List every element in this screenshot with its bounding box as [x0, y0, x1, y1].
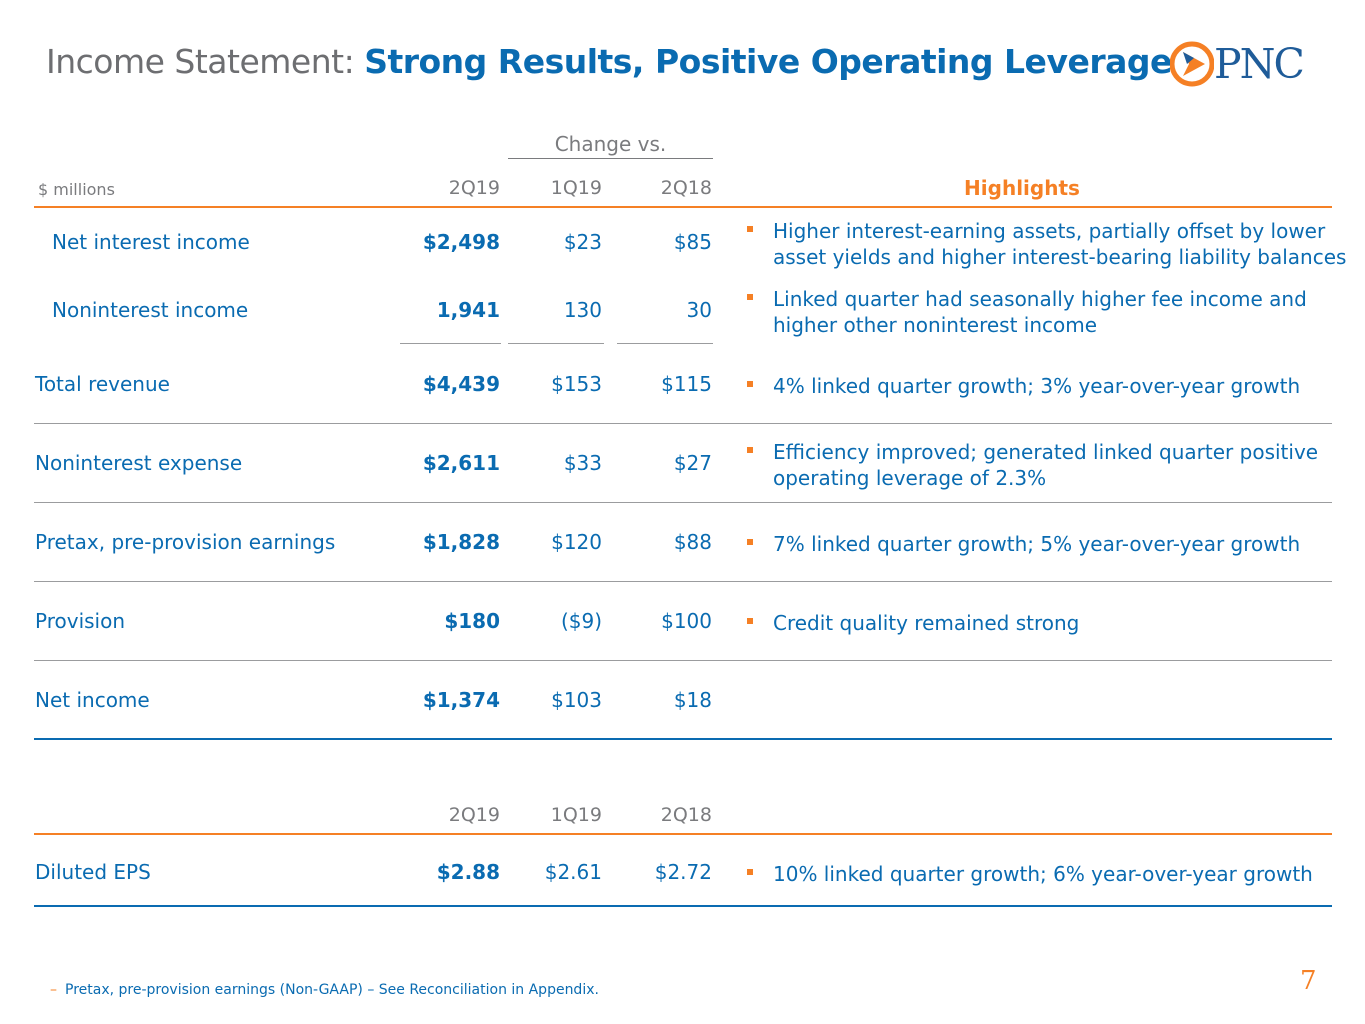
bullet-square-icon	[747, 618, 753, 624]
highlight-line: 4% linked quarter growth; 3% year-over-y…	[773, 374, 1301, 398]
row-label: Noninterest income	[52, 298, 249, 322]
bullet-square-icon	[747, 539, 753, 545]
value-2q18: $85	[673, 230, 712, 254]
bullet-square-icon	[747, 381, 753, 387]
value-2q19: $180	[444, 609, 500, 633]
header-divider	[34, 206, 1332, 208]
row-label: Noninterest expense	[35, 451, 243, 475]
highlight-line: Linked quarter had seasonally higher fee…	[773, 287, 1307, 311]
col-header-2q18: 2Q18	[660, 177, 712, 199]
highlights-header: Highlights	[964, 176, 1080, 200]
table-row: Noninterest income 1,941 130 30	[0, 298, 1365, 338]
page-title: Income Statement: Strong Results, Positi…	[46, 42, 1172, 81]
eps-header-divider	[34, 833, 1332, 835]
col-header-2q19: 2Q19	[448, 177, 500, 199]
table-row: Total revenue $4,439 $153 $115	[0, 372, 1365, 412]
title-prefix: Income Statement:	[46, 42, 365, 81]
pnc-logo: PNC	[1170, 40, 1322, 88]
row-divider	[34, 660, 1332, 661]
table-row: Net income $1,374 $103 $18	[0, 688, 1365, 728]
change-vs-divider	[508, 158, 713, 159]
value-1q19: $120	[551, 530, 602, 554]
row-label: Total revenue	[35, 372, 170, 396]
table-row: Net interest income $2,498 $23 $85	[0, 230, 1365, 270]
value-1q19: $103	[551, 688, 602, 712]
unit-label: $ millions	[38, 180, 115, 199]
value-2q18: $100	[661, 609, 712, 633]
value-2q19: $1,374	[422, 688, 500, 712]
footnote-dash: –	[50, 982, 57, 998]
bullet-square-icon	[747, 226, 753, 232]
footnote: – Pretax, pre-provision earnings (Non-GAA…	[50, 982, 599, 998]
logo-text: PNC	[1214, 40, 1305, 88]
table-row: Provision $180 ($9) $100	[0, 609, 1365, 649]
page-number: 7	[1300, 966, 1317, 996]
eps-col-header-2q19: 2Q19	[448, 804, 500, 826]
value-2q18: $18	[673, 688, 712, 712]
value-2q19: $4,439	[422, 372, 500, 396]
row-label: Pretax, pre-provision earnings	[35, 530, 336, 554]
highlight-line: 7% linked quarter growth; 5% year-over-y…	[773, 532, 1301, 556]
value-2q19: $2,498	[422, 230, 500, 254]
eps-col-header-1q19: 1Q19	[550, 804, 602, 826]
value-2q18: 30	[686, 298, 712, 322]
value-2q19: 1,941	[436, 298, 500, 322]
value-2q19: $2,611	[422, 451, 500, 475]
row-label: Provision	[35, 609, 126, 633]
value-2q18: $88	[673, 530, 712, 554]
highlight-line: higher other noninterest income	[773, 313, 1098, 337]
highlight-line: operating leverage of 2.3%	[773, 466, 1047, 490]
subtotal-divider	[617, 343, 713, 344]
subtotal-divider	[400, 343, 501, 344]
title-main: Strong Results, Positive Operating Lever…	[364, 42, 1172, 81]
table-bottom-divider	[34, 738, 1332, 740]
footnote-text: Pretax, pre-provision earnings (Non-GAAP…	[65, 982, 599, 998]
eps-value-2q18: $2.72	[654, 860, 712, 884]
highlight-line: Efficiency improved; generated linked qu…	[773, 440, 1319, 464]
highlight-line: 10% linked quarter growth; 6% year-over-…	[773, 862, 1313, 886]
bullet-square-icon	[747, 294, 753, 300]
col-header-1q19: 1Q19	[550, 177, 602, 199]
highlight-line: Credit quality remained strong	[773, 611, 1080, 635]
bullet-square-icon	[747, 869, 753, 875]
value-2q19: $1,828	[422, 530, 500, 554]
table-row: Noninterest expense $2,611 $33 $27	[0, 451, 1365, 491]
value-2q18: $115	[661, 372, 712, 396]
row-label: Net interest income	[52, 230, 250, 254]
change-vs-label: Change vs.	[554, 132, 667, 156]
value-2q18: $27	[673, 451, 712, 475]
value-1q19: $153	[551, 372, 602, 396]
row-label: Net income	[35, 688, 150, 712]
row-divider	[34, 581, 1332, 582]
table-row: Pretax, pre-provision earnings $1,828 $1…	[0, 530, 1365, 570]
row-divider	[34, 423, 1332, 424]
eps-bottom-divider	[34, 905, 1332, 907]
highlight-line: Higher interest-earning assets, partiall…	[773, 219, 1326, 243]
eps-value-1q19: $2.61	[544, 860, 602, 884]
highlight-line: asset yields and higher interest-bearing…	[773, 245, 1347, 269]
value-1q19: $23	[563, 230, 602, 254]
subtotal-divider	[508, 343, 604, 344]
row-divider	[34, 502, 1332, 503]
eps-row: Diluted EPS $2.88 $2.61 $2.72	[0, 860, 1365, 900]
value-1q19: 130	[563, 298, 602, 322]
eps-label: Diluted EPS	[35, 860, 151, 884]
value-1q19: ($9)	[560, 609, 602, 633]
eps-value-2q19: $2.88	[436, 860, 500, 884]
bullet-square-icon	[747, 447, 753, 453]
pnc-triangle-logo-icon	[1170, 41, 1214, 87]
value-1q19: $33	[563, 451, 602, 475]
eps-col-header-2q18: 2Q18	[660, 804, 712, 826]
